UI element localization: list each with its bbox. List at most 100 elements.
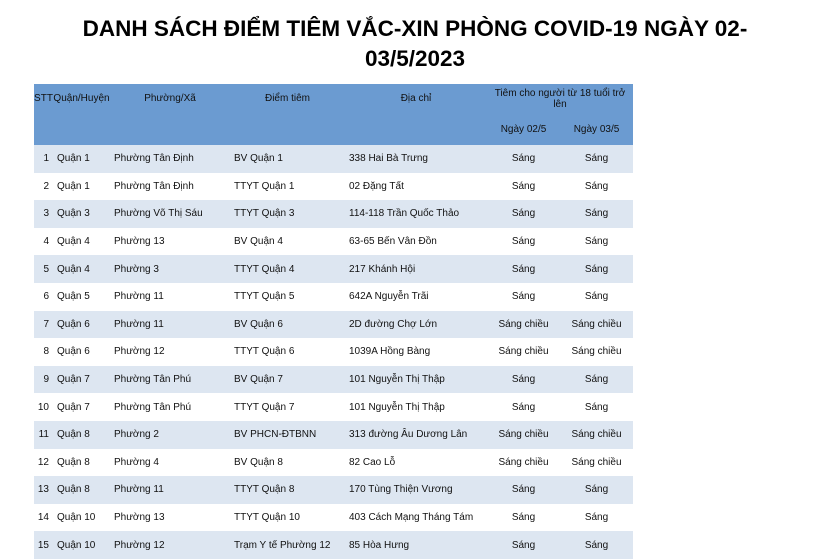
cell-ward: Phường Tân Định [114,180,194,192]
cell-ward: Phường 13 [114,236,165,248]
cell-ward: Phường 11 [110,476,230,504]
cell-day1: Sáng [487,200,560,228]
header-site: Điểm tiêm [230,84,345,145]
cell-day1: Sáng [511,291,536,303]
table-row: 8 Quận 6 Phường 12 TTYT Quận 6 1039A Hồng Bà… [34,338,633,366]
cell-day2: Sáng [584,236,609,248]
cell-ward: Phường Tân Định [110,145,230,173]
cell-stt: 4 [43,236,49,248]
cell-district: Quận 8 [53,476,110,504]
cell-address: 1039A Hồng Bàng [349,346,431,358]
page-title: DANH SÁCH ĐIỂM TIÊM VẮC-XIN PHÒNG COVID-… [82,16,748,71]
cell-district: Quận 4 [57,236,90,248]
cell-day1: Sáng [511,236,536,248]
cell-day2: Sáng [560,531,633,559]
cell-day2: Sáng [584,401,609,413]
cell-day2: Sáng [560,476,633,504]
table-row: 10 Quận 7 Phường Tân Phú TTYT Quận 7 101 Ngu… [34,393,633,421]
table-row: 2 Quận 1 Phường Tân Định TTYT Quận 1 02 Đặng… [34,173,633,201]
cell-stt: 12 [37,456,49,468]
cell-address: 82 Cao Lỗ [349,456,396,468]
cell-ward: Phường 12 [110,531,230,559]
cell-district: Quận 5 [57,291,90,303]
cell-address: 313 đường Âu Dương Lân [345,420,487,449]
cell-site: BV Quận 7 [230,365,345,394]
cell-ward: Phường Tân Phú [114,401,192,413]
cell-ward: Phường 4 [114,456,159,468]
cell-day1: Sáng [511,180,536,192]
cell-site: TTYT Quận 10 [234,512,300,524]
cell-address: 170 Tùng Thiện Vương [345,476,487,504]
cell-day2: Sáng chiều [571,346,622,358]
cell-ward: Phường 2 [110,420,230,449]
cell-ward: Phường Tân Phú [110,365,230,394]
cell-stt: 2 [43,180,49,192]
cell-site: TTYT Quận 3 [230,200,345,228]
cell-day2: Sáng chiều [560,310,633,339]
table-row: 15 Quận 10 Phường 12 Trạm Y tế Phường 12 85 … [34,531,633,559]
cell-ward: Phường 11 [114,291,164,303]
cell-site: BV Quận 6 [230,310,345,339]
cell-ward: Phường Võ Thị Sáu [110,200,230,228]
cell-ward: Phường 3 [110,255,230,283]
cell-day1: Sáng chiều [498,456,549,468]
cell-day1: Sáng chiều [487,420,560,449]
cell-day1: Sáng [487,476,560,504]
header-stt: STT [34,84,53,145]
cell-day2: Sáng [560,145,633,173]
cell-day1: Sáng [487,255,560,283]
cell-district: Quận 7 [57,401,90,413]
cell-address: 217 Khánh Hội [345,255,487,283]
cell-site: TTYT Quận 7 [234,401,295,413]
cell-day2: Sáng [560,200,633,228]
cell-address: 85 Hòa Hưng [345,531,487,559]
cell-address: 114-118 Trần Quốc Thảo [345,200,487,228]
table-row: 5 Quận 4 Phường 3 TTYT Quận 4 217 Khánh Hội S… [34,255,633,283]
cell-address: 403 Cách Mạng Tháng Tám [349,512,474,524]
table-row: 4 Quận 4 Phường 13 BV Quận 4 63-65 Bến Vân Đ… [34,228,633,256]
cell-stt: 13 [34,476,53,504]
cell-day1: Sáng chiều [498,346,549,358]
cell-district: Quận 8 [57,456,90,468]
cell-district: Quận 10 [53,531,110,559]
cell-address: 2D đường Chợ Lớn [345,310,487,339]
cell-stt: 14 [37,512,49,524]
cell-site: TTYT Quận 8 [230,476,345,504]
header-age-group: Tiêm cho người từ 18 tuổi trở lên [487,84,633,113]
cell-district: Quận 1 [57,180,90,192]
header-day2: Ngày 03/5 [560,113,633,145]
table-row: 11 Quận 8 Phường 2 BV PHCN-ĐTBNN 313 đường Â… [34,420,633,449]
cell-address: 101 Nguyễn Thị Thập [345,365,487,394]
cell-site: BV PHCN-ĐTBNN [230,420,345,449]
header-address: Địa chỉ [345,84,487,145]
cell-district: Quận 6 [57,346,90,358]
cell-district: Quận 1 [53,145,110,173]
table-row: 9 Quận 7 Phường Tân Phú BV Quận 7 101 Nguyễn… [34,365,633,394]
cell-site: BV Quận 8 [234,456,283,468]
cell-day1: Sáng [487,365,560,394]
cell-day2: Sáng [584,291,609,303]
cell-stt: 7 [34,310,53,339]
cell-site: BV Quận 4 [234,236,283,248]
cell-stt: 3 [34,200,53,228]
cell-address: 101 Nguyễn Thị Thập [349,401,445,413]
cell-ward: Phường 12 [114,346,165,358]
cell-address: 63-65 Bến Vân Đồn [349,236,437,248]
cell-stt: 15 [34,531,53,559]
cell-day1: Sáng chiều [487,310,560,339]
cell-stt: 6 [43,291,49,303]
cell-site: TTYT Quận 5 [234,291,295,303]
cell-site: BV Quận 1 [230,145,345,173]
cell-stt: 5 [34,255,53,283]
cell-district: Quận 7 [53,365,110,394]
cell-day2: Sáng chiều [560,420,633,449]
cell-site: TTYT Quận 1 [234,180,295,192]
cell-ward: Phường 13 [114,512,165,524]
vaccination-sites-table: STT Quận/Huyện Phường/Xã Điểm tiêm Địa c… [34,84,633,559]
cell-ward: Phường 11 [110,310,230,339]
table-row: 7 Quận 6 Phường 11 BV Quận 6 2D đường Chợ Lớ… [34,310,633,339]
cell-district: Quận 3 [53,200,110,228]
cell-site: TTYT Quận 4 [230,255,345,283]
cell-stt: 10 [37,401,49,413]
cell-district: Quận 10 [57,512,96,524]
